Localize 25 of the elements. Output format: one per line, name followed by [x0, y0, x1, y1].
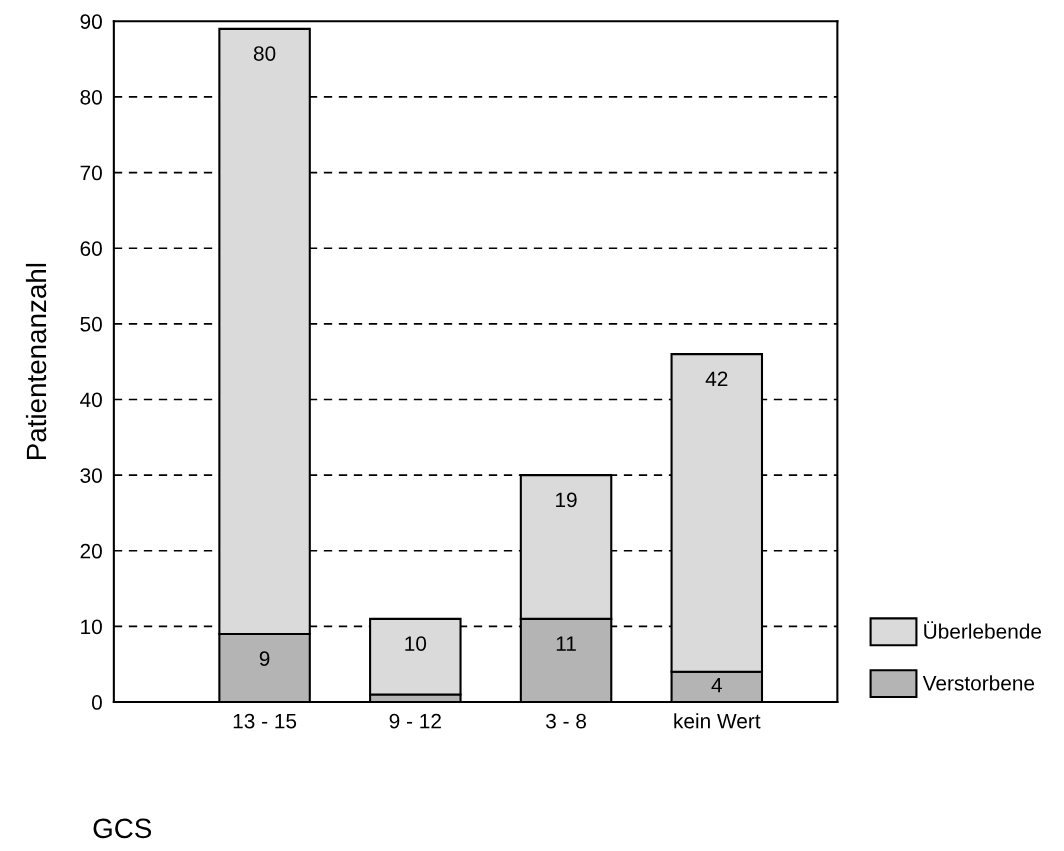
x-tick-label: kein Wert: [674, 713, 761, 729]
y-tick-label: 0: [91, 695, 102, 710]
x-tick-label: 13 - 15: [233, 713, 297, 729]
data-label: 10: [405, 636, 427, 651]
y-tick-label: 50: [80, 316, 102, 332]
y-tick-label: 20: [80, 543, 102, 559]
data-label: 80: [253, 46, 276, 61]
y-tick-label: 80: [80, 89, 102, 105]
y-axis-title: Patientenanzahl: [25, 263, 47, 460]
legend-label: Überlebende: [924, 621, 1042, 639]
y-tick-label: 30: [80, 468, 102, 483]
data-label: 42: [705, 371, 728, 386]
y-tick-label: 10: [81, 619, 102, 635]
data-label: 4: [711, 678, 722, 693]
x-tick-label: 3 - 8: [546, 713, 586, 729]
y-tick-label: 40: [80, 392, 102, 408]
y-tick-label: 70: [80, 165, 102, 181]
y-tick-label: 90: [80, 14, 102, 30]
legend-label: Verstorbene: [922, 675, 1035, 691]
data-label: 11: [556, 636, 576, 651]
data-label: 9: [259, 651, 270, 667]
x-tick-label: 9 - 12: [389, 713, 441, 729]
data-label: 19: [556, 492, 577, 508]
y-tick-label: 60: [80, 241, 102, 256]
x-axis-title: GCS: [93, 818, 152, 839]
